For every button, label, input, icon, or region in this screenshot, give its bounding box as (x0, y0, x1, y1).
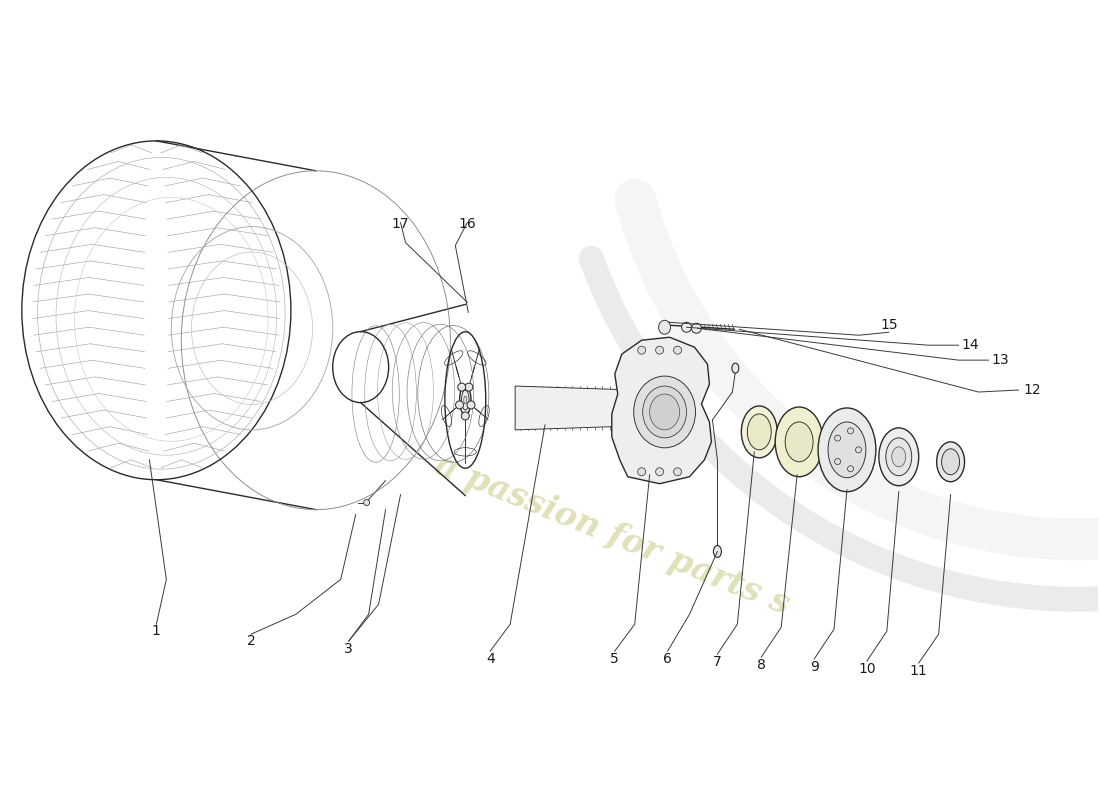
Circle shape (673, 346, 682, 354)
Text: 7: 7 (713, 655, 722, 669)
Ellipse shape (642, 386, 686, 438)
Text: a passion for parts s: a passion for parts s (430, 448, 794, 621)
Ellipse shape (937, 442, 965, 482)
Ellipse shape (741, 406, 778, 458)
Circle shape (682, 322, 692, 332)
Ellipse shape (818, 408, 876, 492)
Circle shape (673, 468, 682, 476)
Ellipse shape (879, 428, 918, 486)
Ellipse shape (638, 396, 651, 420)
Text: 11: 11 (910, 664, 927, 678)
Circle shape (656, 346, 663, 354)
Ellipse shape (886, 438, 912, 476)
Text: 1: 1 (152, 624, 161, 638)
Ellipse shape (659, 320, 671, 334)
Ellipse shape (747, 414, 771, 450)
Ellipse shape (892, 447, 905, 466)
Circle shape (656, 468, 663, 476)
Circle shape (468, 401, 475, 409)
Circle shape (455, 401, 463, 409)
Text: 2: 2 (246, 634, 255, 648)
Ellipse shape (462, 390, 469, 410)
Ellipse shape (714, 546, 722, 558)
Text: 16: 16 (459, 217, 476, 230)
Circle shape (465, 383, 473, 391)
Text: 5: 5 (610, 652, 619, 666)
Ellipse shape (942, 449, 959, 474)
Text: 13: 13 (991, 353, 1009, 367)
Text: 14: 14 (961, 338, 979, 352)
Circle shape (638, 468, 646, 476)
Ellipse shape (460, 385, 471, 415)
Circle shape (364, 499, 370, 506)
Text: 17: 17 (392, 217, 409, 230)
Ellipse shape (828, 422, 866, 478)
Circle shape (692, 323, 702, 334)
Text: 9: 9 (810, 660, 818, 674)
Ellipse shape (464, 396, 466, 404)
Text: 10: 10 (858, 662, 876, 676)
Ellipse shape (650, 394, 680, 430)
Text: 6: 6 (663, 652, 672, 666)
Text: 12: 12 (1023, 383, 1041, 397)
Circle shape (461, 412, 470, 420)
Ellipse shape (732, 363, 739, 373)
Circle shape (638, 346, 646, 354)
Ellipse shape (785, 422, 813, 462)
Ellipse shape (634, 376, 695, 448)
Polygon shape (612, 338, 712, 484)
Circle shape (458, 383, 465, 391)
Ellipse shape (776, 407, 823, 477)
Text: 15: 15 (880, 318, 898, 332)
Text: 3: 3 (344, 642, 353, 656)
Text: 8: 8 (757, 658, 766, 672)
Polygon shape (515, 386, 645, 430)
Text: 4: 4 (486, 652, 495, 666)
